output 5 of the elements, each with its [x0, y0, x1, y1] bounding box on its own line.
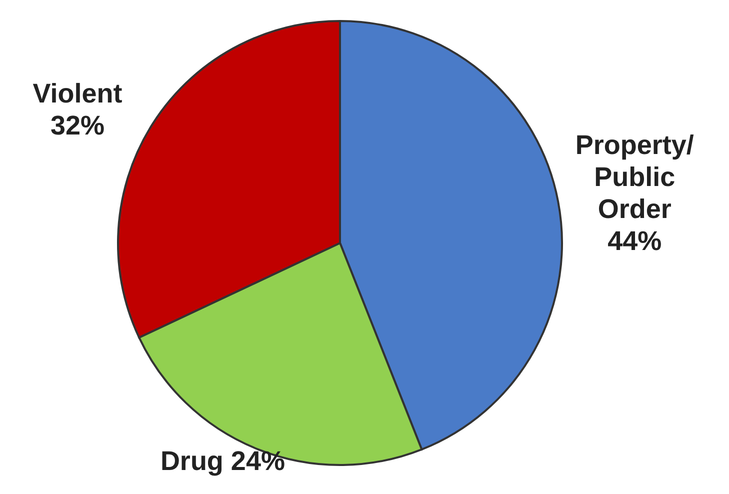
- slice-label: Property/Public Order: [575, 130, 694, 224]
- slice-label: Violent: [32, 78, 122, 108]
- data-label: 44%: [608, 226, 662, 256]
- data-label: 32%: [50, 110, 105, 140]
- slice-label: Drug 24%: [160, 446, 285, 476]
